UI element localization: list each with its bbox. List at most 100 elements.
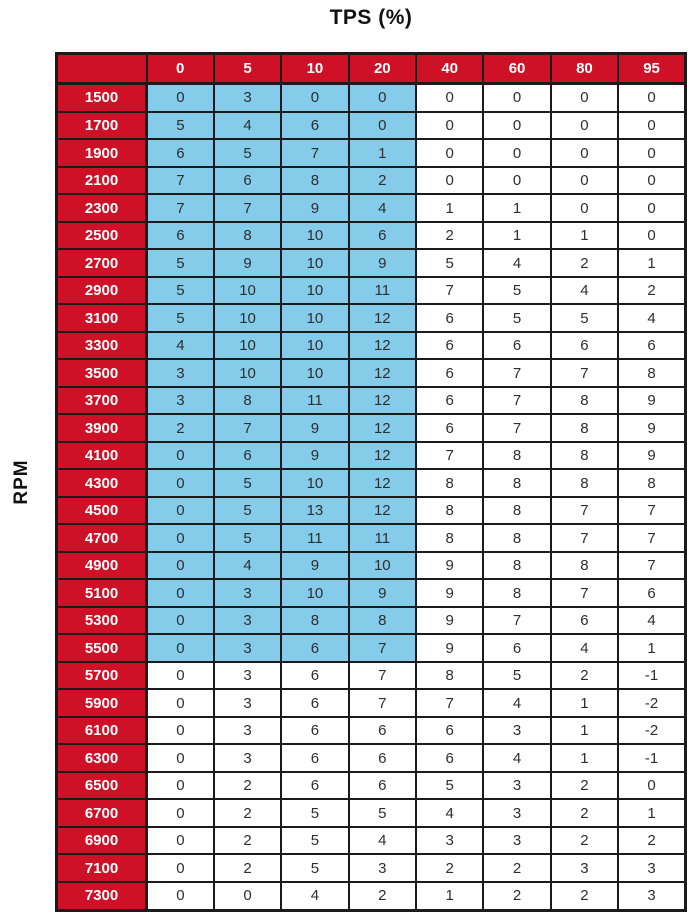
map-cell[interactable]: 8 bbox=[549, 440, 620, 471]
map-cell[interactable]: 5 bbox=[414, 248, 485, 278]
map-cell[interactable]: 0 bbox=[145, 495, 215, 526]
map-cell[interactable]: 2 bbox=[212, 770, 283, 801]
map-cell[interactable]: -1 bbox=[617, 743, 687, 773]
map-cell[interactable]: 10 bbox=[280, 303, 350, 333]
map-cell[interactable]: 7 bbox=[414, 440, 485, 471]
map-cell[interactable]: 0 bbox=[482, 138, 552, 168]
map-cell[interactable]: 0 bbox=[617, 193, 687, 223]
map-cell[interactable]: 1 bbox=[482, 220, 552, 251]
map-cell[interactable]: 0 bbox=[482, 82, 552, 113]
map-cell[interactable]: 5 bbox=[549, 303, 620, 333]
map-cell[interactable]: 2 bbox=[145, 413, 215, 443]
map-cell[interactable]: 6 bbox=[414, 358, 485, 388]
map-cell[interactable]: 9 bbox=[617, 440, 687, 471]
map-cell[interactable]: 7 bbox=[482, 605, 552, 636]
map-cell[interactable]: 12 bbox=[347, 303, 418, 333]
map-cell[interactable]: 0 bbox=[145, 82, 215, 113]
map-cell[interactable]: 6 bbox=[212, 440, 283, 471]
map-cell[interactable]: 8 bbox=[280, 605, 350, 636]
map-cell[interactable]: 8 bbox=[482, 550, 552, 581]
map-cell[interactable]: 5 bbox=[482, 303, 552, 333]
map-cell[interactable]: 10 bbox=[280, 358, 350, 388]
map-cell[interactable]: 10 bbox=[280, 248, 350, 278]
map-cell[interactable]: 13 bbox=[280, 495, 350, 526]
map-cell[interactable]: 8 bbox=[549, 413, 620, 443]
map-cell[interactable]: 0 bbox=[549, 110, 620, 141]
map-cell[interactable]: 10 bbox=[212, 303, 283, 333]
map-cell[interactable]: 9 bbox=[280, 413, 350, 443]
map-cell[interactable]: 6 bbox=[347, 770, 418, 801]
map-cell[interactable]: 5 bbox=[212, 523, 283, 553]
map-cell[interactable]: 2 bbox=[414, 220, 485, 251]
map-cell[interactable]: 6 bbox=[280, 715, 350, 746]
map-cell[interactable]: 0 bbox=[617, 110, 687, 141]
map-cell[interactable]: 6 bbox=[347, 220, 418, 251]
map-cell[interactable]: 2 bbox=[347, 165, 418, 196]
map-cell[interactable]: 4 bbox=[145, 330, 215, 361]
map-cell[interactable]: 7 bbox=[482, 385, 552, 416]
map-cell[interactable]: 2 bbox=[617, 825, 687, 856]
map-cell[interactable]: 3 bbox=[212, 743, 283, 773]
map-cell[interactable]: 7 bbox=[145, 165, 215, 196]
map-cell[interactable]: 0 bbox=[145, 688, 215, 718]
map-cell[interactable]: 7 bbox=[482, 413, 552, 443]
map-cell[interactable]: -2 bbox=[617, 688, 687, 718]
map-cell[interactable]: 6 bbox=[414, 743, 485, 773]
map-cell[interactable]: 4 bbox=[482, 248, 552, 278]
map-cell[interactable]: 3 bbox=[145, 385, 215, 416]
map-cell[interactable]: 1 bbox=[617, 633, 687, 663]
map-cell[interactable]: 5 bbox=[347, 798, 418, 828]
map-cell[interactable]: 7 bbox=[212, 413, 283, 443]
map-cell[interactable]: 1 bbox=[549, 220, 620, 251]
map-cell[interactable]: 9 bbox=[414, 578, 485, 608]
map-cell[interactable]: 7 bbox=[617, 495, 687, 526]
map-cell[interactable]: 6 bbox=[280, 633, 350, 663]
map-cell[interactable]: 2 bbox=[212, 798, 283, 828]
map-cell[interactable]: 10 bbox=[212, 358, 283, 388]
map-cell[interactable]: 0 bbox=[145, 825, 215, 856]
map-cell[interactable]: 6 bbox=[617, 330, 687, 361]
map-cell[interactable]: 7 bbox=[414, 275, 485, 306]
map-cell[interactable]: 0 bbox=[145, 468, 215, 498]
map-cell[interactable]: 4 bbox=[212, 550, 283, 581]
map-cell[interactable]: 8 bbox=[414, 468, 485, 498]
map-cell[interactable]: 0 bbox=[617, 138, 687, 168]
map-cell[interactable]: 0 bbox=[145, 743, 215, 773]
map-cell[interactable]: 9 bbox=[280, 550, 350, 581]
map-cell[interactable]: 5 bbox=[145, 248, 215, 278]
map-cell[interactable]: 0 bbox=[145, 550, 215, 581]
map-cell[interactable]: 3 bbox=[482, 825, 552, 856]
map-cell[interactable]: 8 bbox=[482, 495, 552, 526]
map-cell[interactable]: 12 bbox=[347, 440, 418, 471]
map-cell[interactable]: 7 bbox=[549, 523, 620, 553]
map-cell[interactable]: 10 bbox=[280, 330, 350, 361]
map-cell[interactable]: 1 bbox=[617, 798, 687, 828]
map-cell[interactable]: 8 bbox=[549, 385, 620, 416]
map-cell[interactable]: 9 bbox=[347, 248, 418, 278]
map-cell[interactable]: 5 bbox=[280, 853, 350, 883]
map-cell[interactable]: 3 bbox=[212, 578, 283, 608]
map-cell[interactable]: 8 bbox=[280, 165, 350, 196]
map-cell[interactable]: 2 bbox=[617, 275, 687, 306]
map-cell[interactable]: 0 bbox=[347, 82, 418, 113]
map-cell[interactable]: 0 bbox=[280, 82, 350, 113]
map-cell[interactable]: 8 bbox=[617, 358, 687, 388]
map-cell[interactable]: 9 bbox=[617, 413, 687, 443]
map-cell[interactable]: 0 bbox=[145, 605, 215, 636]
map-cell[interactable]: 7 bbox=[347, 633, 418, 663]
map-cell[interactable]: 6 bbox=[482, 330, 552, 361]
map-cell[interactable]: 8 bbox=[414, 660, 485, 691]
map-cell[interactable]: 7 bbox=[549, 358, 620, 388]
map-cell[interactable]: 8 bbox=[414, 495, 485, 526]
map-cell[interactable]: 9 bbox=[617, 385, 687, 416]
map-cell[interactable]: 4 bbox=[347, 825, 418, 856]
map-cell[interactable]: 5 bbox=[212, 495, 283, 526]
map-cell[interactable]: 6 bbox=[145, 220, 215, 251]
map-cell[interactable]: 1 bbox=[414, 193, 485, 223]
map-cell[interactable]: 10 bbox=[280, 220, 350, 251]
map-cell[interactable]: 12 bbox=[347, 413, 418, 443]
map-cell[interactable]: 4 bbox=[482, 688, 552, 718]
map-cell[interactable]: 5 bbox=[145, 275, 215, 306]
map-cell[interactable]: 0 bbox=[145, 853, 215, 883]
map-cell[interactable]: 0 bbox=[549, 82, 620, 113]
